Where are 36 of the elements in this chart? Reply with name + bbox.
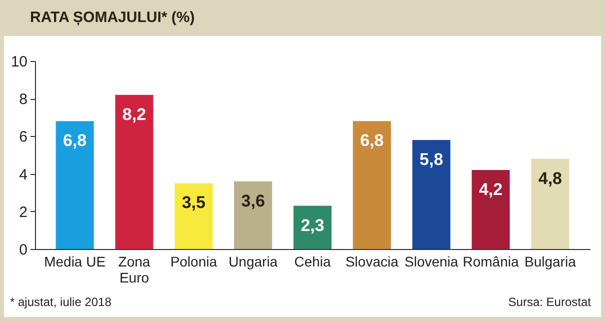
x-tick-label: Bulgaria xyxy=(524,254,576,270)
x-tick-label: Ungaria xyxy=(228,254,278,270)
chart-title: RATA ȘOMAJULUI* (%) xyxy=(29,8,196,28)
y-tick-label: 8 xyxy=(19,91,28,108)
x-tick-label: Media UE xyxy=(44,254,106,270)
y-tick-label: 4 xyxy=(19,166,28,184)
data-label: 3,5 xyxy=(182,193,206,212)
x-tick-label: Slovenia xyxy=(404,254,458,270)
bar xyxy=(352,121,391,249)
y-tick-label: 0 xyxy=(19,242,28,258)
data-label: 6,8 xyxy=(360,131,384,150)
bar xyxy=(472,170,510,249)
x-tick-label: România xyxy=(462,254,519,270)
text: * ajustat, iulie 2018 xyxy=(10,295,112,309)
bar xyxy=(531,158,570,249)
x-tick-label: Polonia xyxy=(170,254,218,270)
text: Sursa: Eurostat xyxy=(508,295,591,309)
bar xyxy=(412,140,450,249)
y-tick-label: 2 xyxy=(19,204,28,221)
bar xyxy=(115,94,154,249)
data-label: 4,2 xyxy=(478,180,503,200)
bar xyxy=(56,121,94,249)
data-label: 3,6 xyxy=(241,191,265,210)
data-label: 2,3 xyxy=(300,216,324,235)
bar xyxy=(234,181,272,249)
x-tick-label: Slovacia xyxy=(345,254,399,270)
y-tick-label: 10 xyxy=(10,54,28,70)
data-label: 5,8 xyxy=(420,150,444,169)
y-tick-label: 6 xyxy=(19,128,28,146)
data-label: 4,8 xyxy=(538,168,562,188)
bar xyxy=(174,183,213,249)
data-label: 6,8 xyxy=(62,131,87,150)
x-tick-label: Cehia xyxy=(294,254,331,270)
data-label: 8,2 xyxy=(122,104,146,124)
bar xyxy=(293,206,332,249)
x-tick-label: Zona Euro xyxy=(118,254,150,286)
